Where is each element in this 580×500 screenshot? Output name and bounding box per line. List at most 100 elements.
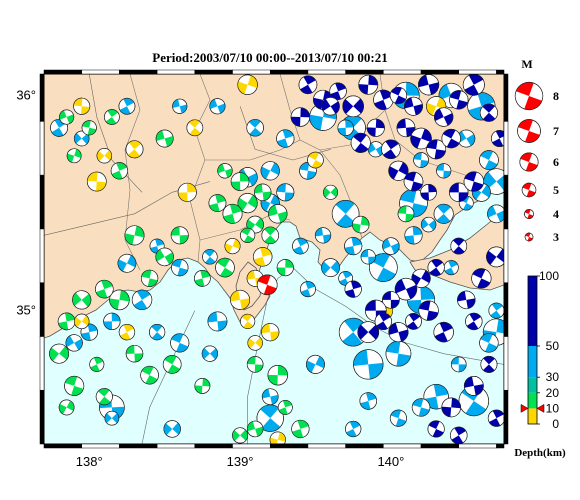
event-beachball: [353, 349, 384, 380]
event-beachball: [109, 289, 130, 311]
map-area: [44, 74, 504, 444]
colorbar-tick-label: 10: [546, 401, 560, 415]
event-beachball: [427, 259, 445, 277]
event-beachball: [465, 312, 483, 331]
event-beachball: [389, 409, 407, 427]
event-beachball: [261, 323, 280, 342]
event-beachball: [443, 260, 459, 276]
event-beachball: [487, 409, 504, 427]
event-beachball: [321, 97, 340, 116]
x-tick-label: 139°: [227, 454, 254, 469]
event-beachball: [487, 204, 504, 224]
event-beachball: [427, 420, 445, 438]
event-beachball: [358, 74, 379, 95]
main-shock-beachball: [256, 274, 278, 296]
event-beachball: [232, 427, 249, 444]
event-beachball: [240, 313, 256, 329]
event-beachball: [299, 281, 316, 298]
event-beachball: [95, 388, 113, 406]
event-beachball: [420, 184, 437, 201]
colorbar-band: [528, 276, 537, 346]
event-beachball: [124, 225, 145, 246]
event-beachball: [352, 215, 370, 234]
main-shock-symbol: [256, 274, 278, 296]
legend-beachball: [524, 209, 534, 219]
event-beachball: [441, 128, 461, 149]
event-beachball: [89, 356, 105, 372]
event-beachball: [237, 193, 258, 214]
event-beachball: [420, 216, 437, 233]
event-beachball: [404, 96, 423, 116]
event-beachball: [267, 364, 288, 386]
event-beachball: [480, 355, 498, 373]
event-beachball: [457, 290, 476, 310]
event-beachball: [230, 172, 250, 191]
event-beachball: [163, 420, 181, 438]
event-beachball: [292, 237, 309, 255]
event-beachball: [344, 237, 363, 256]
event-beachball: [450, 356, 467, 373]
event-beachball: [125, 140, 144, 159]
event-beachball: [382, 237, 400, 255]
event-beachball: [344, 280, 362, 298]
event-beachball: [260, 161, 280, 181]
event-beachball: [140, 269, 159, 287]
event-beachball: [74, 313, 90, 330]
magnitude-legend: 8 7 6 5 4 3: [514, 81, 559, 244]
event-beachball: [276, 259, 294, 277]
colorbar-tick-label: 50: [546, 339, 560, 353]
colorbar-tick-label: 30: [546, 370, 560, 384]
event-beachball: [276, 129, 295, 148]
event-beachball: [131, 289, 153, 311]
event-beachball: [186, 119, 204, 137]
event-beachball: [73, 97, 91, 115]
legend-label: 5: [553, 183, 559, 197]
event-beachball: [65, 334, 83, 352]
event-beachball: [323, 184, 339, 200]
event-beachball: [357, 321, 380, 343]
event-beachball: [397, 205, 415, 223]
legend-label: 7: [553, 124, 559, 138]
legend-label: 6: [553, 155, 559, 169]
colorbar-title: Depth(km): [514, 447, 566, 459]
event-beachball: [381, 139, 401, 160]
event-beachball: [237, 74, 258, 95]
colorbar-band: [528, 408, 537, 424]
event-beachball: [149, 324, 166, 341]
event-beachball: [96, 148, 113, 164]
event-beachball: [449, 90, 469, 110]
event-beachball: [95, 279, 114, 299]
event-beachball: [411, 268, 431, 288]
event-beachball: [66, 148, 82, 164]
event-beachball: [110, 162, 129, 180]
event-beachball: [155, 129, 174, 148]
event-beachball: [217, 163, 233, 179]
event-beachball: [104, 410, 120, 426]
legend-beachball: [517, 119, 541, 143]
event-beachball: [389, 86, 407, 105]
event-beachball: [194, 378, 211, 394]
event-beachball: [117, 253, 137, 273]
event-beachball: [433, 321, 454, 343]
magnitude-legend-title: M: [521, 57, 532, 71]
map-title: Period:2003/07/10 00:00--2013/07/10 00:2…: [152, 50, 387, 65]
y-tick-label: 35°: [16, 303, 36, 318]
event-beachball: [426, 96, 447, 117]
event-beachball: [463, 171, 484, 192]
event-beachball: [86, 171, 107, 192]
event-beachball: [58, 399, 75, 416]
earthquake-events: [49, 74, 504, 444]
event-beachball: [463, 376, 484, 396]
event-beachball: [246, 356, 264, 373]
depth-marker-right: [536, 403, 545, 413]
event-beachball: [209, 98, 226, 115]
event-beachball: [385, 340, 412, 367]
event-beachball: [246, 119, 264, 137]
colorbar-band: [528, 346, 537, 378]
event-beachball: [418, 74, 440, 96]
legend-beachball: [519, 152, 539, 172]
event-beachball: [215, 257, 235, 278]
legend-label: 4: [553, 207, 559, 221]
trench-line: [88, 74, 143, 193]
